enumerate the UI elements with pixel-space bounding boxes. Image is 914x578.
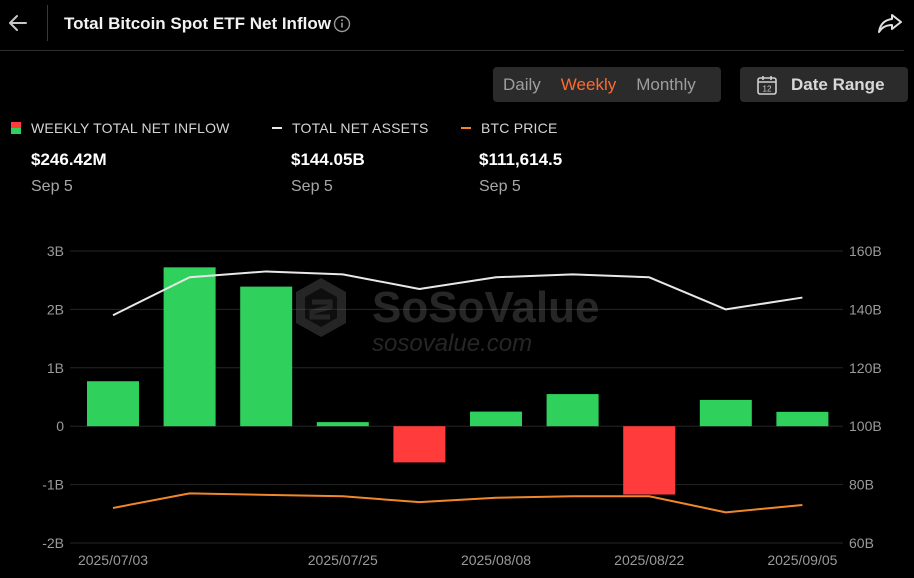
right-axis: 160B 140B 120B 100B 80B 60B [849,243,882,551]
right-tick-label: 160B [849,243,882,259]
assets-legend-swatch [272,127,282,129]
inflow-bar [163,267,216,427]
header-separator [0,50,904,51]
calendar-icon: 12 [757,75,777,95]
inflow-bar [240,286,293,427]
x-tick-label: 2025/07/03 [78,552,148,568]
inflow-bar [623,426,676,495]
share-icon[interactable] [876,10,904,38]
right-tick-label: 120B [849,360,882,376]
x-axis: 2025/07/03 2025/07/25 2025/08/08 2025/08/22… [78,552,838,568]
left-tick-label: 0 [56,418,64,434]
header-divider [47,5,48,41]
legend-value: $246.42M [31,150,107,169]
calendar-icon-day: 12 [763,84,772,93]
legend-value: $111,614.5 [479,150,563,169]
inflow-bar [87,381,139,427]
right-tick-label: 60B [849,535,874,551]
left-axis: 3B 2B 1B 0 -1B -2B [42,243,64,551]
legend-label: BTC PRICE [481,120,558,136]
top-bar: Total Bitcoin Spot ETF Net Inflow [0,0,914,50]
legend-label: WEEKLY TOTAL NET INFLOW [31,120,230,136]
date-range-label: Date Range [791,74,885,94]
sosovalue-logo-icon [296,278,346,337]
legend-net-assets: TOTAL NET ASSETS $144.05B Sep 5 [272,120,429,196]
date-range-button[interactable]: 12 Date Range [740,67,908,102]
right-tick-label: 80B [849,477,874,493]
inflow-bar [546,394,599,427]
period-daily-button[interactable]: Daily [503,74,541,94]
legend-btc-price: BTC PRICE $111,614.5 Sep 5 [461,120,562,196]
net-inflow-chart: SoSoValue sosovalue.com 3B 2B 1B 0 -1B -2B 16… [42,243,882,568]
watermark-url: sosovalue.com [372,330,532,357]
legend-value: $144.05B [291,150,365,169]
watermark: SoSoValue sosovalue.com [296,278,599,357]
period-weekly-button[interactable]: Weekly [560,74,617,94]
price-legend-swatch [461,127,471,129]
left-tick-label: 1B [47,360,64,376]
bars [87,267,829,495]
btc-price-line [112,492,803,514]
legend-date: Sep 5 [31,178,73,195]
total-net-assets-line [112,270,803,317]
left-tick-label: -2B [42,535,64,551]
legend-net-inflow: WEEKLY TOTAL NET INFLOW $246.42M Sep 5 [11,120,230,196]
watermark-brand: SoSoValue [372,283,599,332]
right-tick-label: 140B [849,301,882,317]
legend-label: TOTAL NET ASSETS [292,120,429,136]
inflow-legend-swatch [11,122,21,134]
period-monthly-button[interactable]: Monthly [636,74,696,94]
x-tick-label: 2025/08/08 [461,552,531,568]
x-tick-label: 2025/08/22 [614,552,684,568]
page-title: Total Bitcoin Spot ETF Net Inflow [64,14,331,33]
inflow-bar [470,411,522,427]
inflow-bar [776,411,829,427]
legend-date: Sep 5 [291,178,333,195]
inflow-bar [699,399,752,427]
right-tick-label: 100B [849,418,882,434]
x-tick-label: 2025/09/05 [767,552,837,568]
left-tick-label: 3B [47,243,64,259]
x-tick-label: 2025/07/25 [308,552,378,568]
back-arrow-icon[interactable] [4,8,34,38]
left-tick-label: -1B [42,477,64,493]
inflow-bar [316,422,369,427]
period-toggle: Daily Weekly Monthly [493,67,721,102]
lines [112,270,803,514]
info-icon[interactable] [333,15,351,33]
left-tick-label: 2B [47,301,64,317]
inflow-bar [393,426,446,463]
legend-date: Sep 5 [479,178,521,195]
